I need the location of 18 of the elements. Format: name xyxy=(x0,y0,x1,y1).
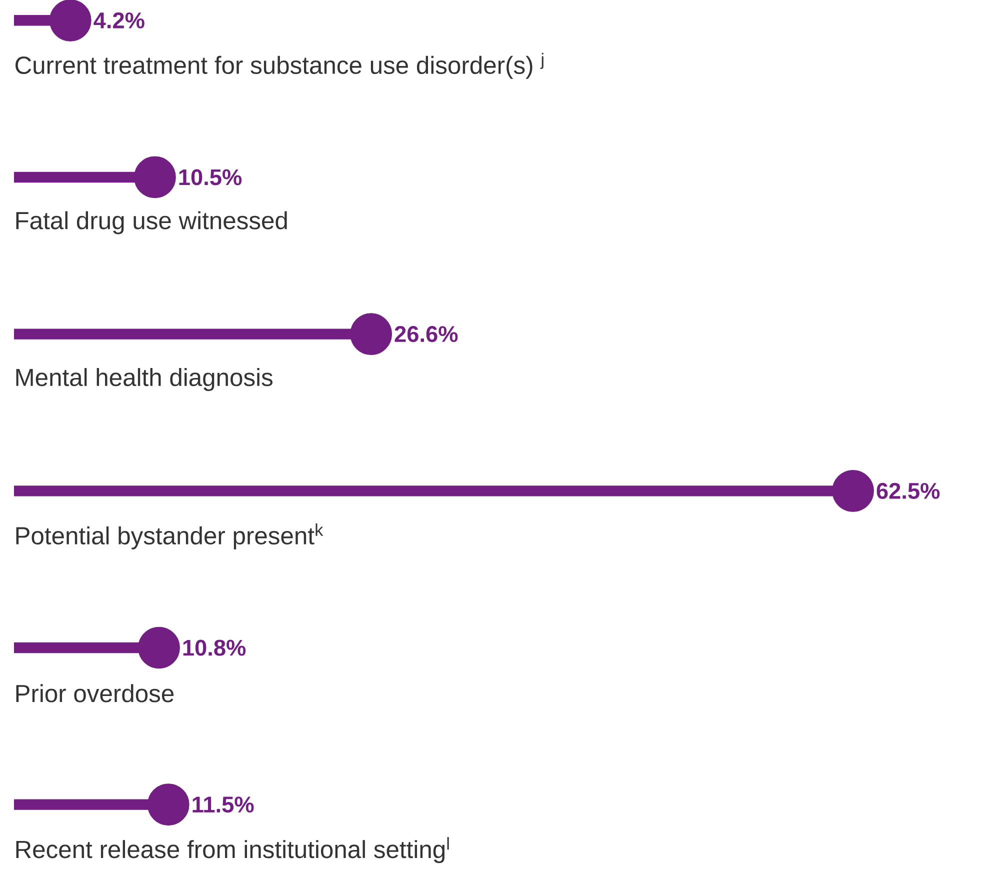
y-tick-label: Prior overdose xyxy=(16,684,174,702)
point xyxy=(138,626,180,669)
data-label: 10.8% xyxy=(183,640,246,656)
point xyxy=(832,470,874,512)
point xyxy=(134,156,176,198)
point xyxy=(350,313,392,356)
y-tick-label: Mental health diagnosis xyxy=(16,368,272,392)
data-label: 4.2% xyxy=(94,12,144,28)
data-label: 11.5% xyxy=(192,796,254,813)
point xyxy=(49,0,92,42)
data-label: 10.5% xyxy=(179,169,242,186)
y-tick-label: Potential bystander present$^{k}$ xyxy=(16,523,324,550)
y-tick-label: Fatal drug use witnessed xyxy=(16,211,287,234)
data-label: 62.5% xyxy=(876,482,940,499)
y-tick-label: Current treatment for substance use disorder(s) $^{j}$ xyxy=(16,52,544,79)
point xyxy=(147,784,190,826)
data-label: 26.6% xyxy=(394,326,458,342)
y-tick-label: Recent release from institutional setting$^{l}$ xyxy=(16,837,449,864)
